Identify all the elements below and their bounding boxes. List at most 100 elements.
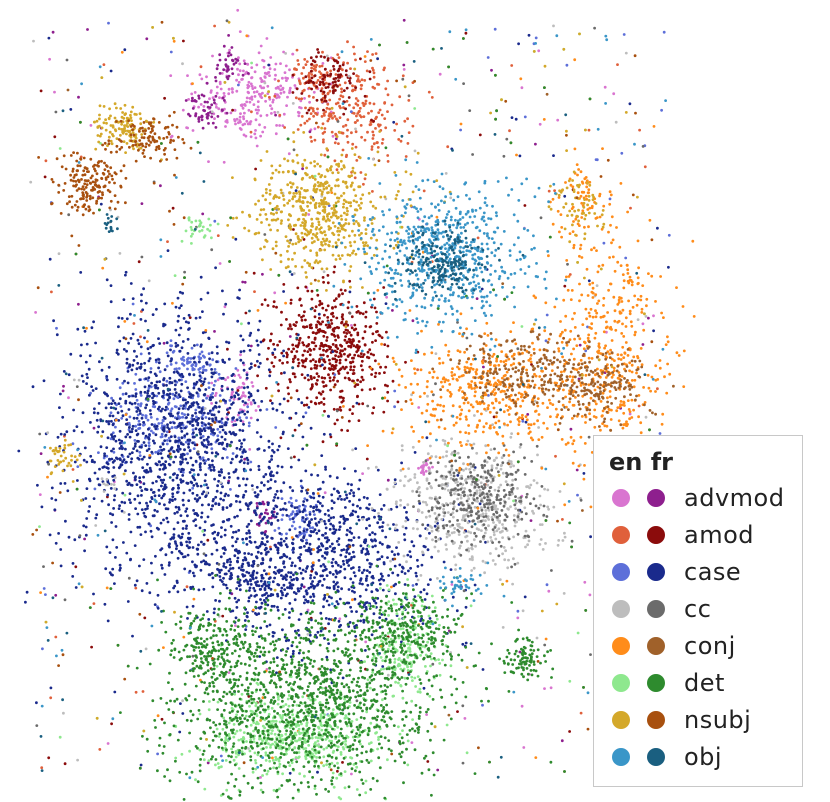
point-case-fr [349,538,353,542]
point-advmod-en [246,62,249,66]
point-case-fr [188,471,192,474]
point-case-fr [107,365,111,369]
point-advmod-en [537,49,541,53]
point-case-fr [197,406,201,409]
point-case-fr [74,586,78,589]
point-case-fr [231,379,235,383]
point-case-fr [89,421,92,424]
point-case-fr [227,357,231,361]
point-case-fr [241,558,245,562]
point-case-fr [308,520,311,523]
point-case-fr [176,412,180,415]
point-cc-en [449,502,452,505]
point-case-fr [67,373,71,377]
point-case-fr [63,433,67,436]
point-case-en [281,513,285,517]
point-case-fr [198,428,201,432]
point-advmod-en [273,111,277,114]
point-amod-en [316,107,319,111]
point-cc-en [506,566,510,570]
point-case-fr [246,611,249,615]
point-amod-fr [301,364,305,368]
point-case-fr [326,509,330,512]
point-case-fr [135,449,139,453]
point-amod-fr [314,402,318,406]
point-case-fr [211,463,214,467]
point-case-fr [127,395,131,398]
point-case-fr [401,566,405,570]
point-case-fr [147,427,150,431]
point-cc-en [500,463,503,467]
point-case-fr [179,478,183,482]
point-case-fr [142,287,146,291]
point-case-fr [111,538,115,542]
point-case-fr [191,424,195,427]
point-cc-en [425,503,429,507]
point-case-fr [297,397,300,401]
point-case-fr [284,639,288,643]
point-case-fr [376,468,380,472]
point-advmod-en [236,368,240,372]
point-case-fr [25,590,29,594]
point-case-fr [316,546,320,550]
point-case-fr [219,535,223,539]
point-amod-en [323,130,326,134]
point-case-fr [149,500,152,504]
point-amod-fr [372,406,376,409]
point-case-fr [270,511,274,514]
point-amod-fr [322,402,326,406]
point-advmod-fr [231,72,235,75]
point-advmod-en [556,118,560,122]
point-case-en [174,361,178,365]
point-amod-en [416,368,419,372]
point-amod-fr [321,77,325,81]
point-case-fr [334,575,338,579]
point-case-fr [162,391,166,395]
point-advmod-en [207,160,210,164]
point-advmod-fr [264,508,268,512]
point-case-en [293,527,297,531]
point-case-fr [205,451,209,454]
point-amod-fr [304,75,308,79]
point-case-fr [126,370,130,373]
point-advmod-en [210,381,214,385]
point-case-fr [84,533,88,537]
point-case-fr [144,507,147,511]
point-amod-fr [326,57,330,60]
point-case-fr [257,612,261,616]
point-amod-fr [337,326,340,330]
point-case-fr [188,569,192,573]
point-case-en [184,380,188,383]
point-case-fr [125,423,129,426]
point-case-fr [218,405,221,409]
point-amod-fr [332,315,335,318]
point-case-fr [267,368,271,372]
point-advmod-en [275,96,278,100]
point-case-fr [274,566,277,569]
point-case-fr [143,361,147,365]
point-case-fr [376,57,379,61]
point-case-fr [177,534,181,538]
point-case-fr [261,558,265,562]
point-case-fr [163,323,167,327]
point-amod-fr [346,371,350,375]
point-case-fr [147,384,151,388]
point-cc-en [498,578,502,581]
point-case-fr [309,585,313,589]
point-case-en [188,360,192,364]
point-case-fr [160,547,164,550]
point-case-fr [387,574,390,577]
point-advmod-en [254,118,258,122]
point-amod-fr [302,325,305,329]
point-case-fr [322,577,326,581]
point-case-fr [286,586,289,589]
point-amod-fr [289,298,293,302]
point-case-fr [136,361,140,365]
point-case-fr [236,494,240,498]
point-amod-fr [348,81,352,85]
point-amod-fr [378,372,381,375]
point-advmod-en [291,52,295,56]
point-cc-en [453,555,456,559]
point-case-fr [255,339,259,343]
point-case-fr [393,553,396,557]
